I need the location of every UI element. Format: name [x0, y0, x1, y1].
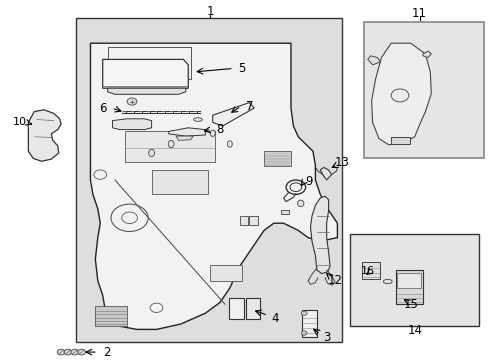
- Circle shape: [57, 349, 65, 355]
- Text: 2: 2: [102, 346, 110, 359]
- Ellipse shape: [148, 149, 154, 157]
- Ellipse shape: [227, 141, 232, 147]
- Bar: [124, 131, 215, 162]
- Bar: [349, 234, 478, 326]
- Polygon shape: [107, 88, 185, 94]
- Bar: [151, 170, 207, 194]
- Bar: [239, 216, 248, 225]
- Polygon shape: [212, 103, 254, 126]
- Text: 8: 8: [216, 123, 224, 136]
- Circle shape: [71, 349, 79, 355]
- Text: 16: 16: [360, 266, 374, 276]
- Text: 5: 5: [238, 62, 245, 75]
- Text: 14: 14: [407, 324, 421, 337]
- Text: 1: 1: [206, 5, 214, 18]
- Polygon shape: [371, 43, 430, 145]
- Bar: [302, 310, 316, 337]
- Polygon shape: [90, 43, 337, 329]
- Polygon shape: [320, 167, 331, 180]
- Bar: [245, 298, 259, 319]
- Circle shape: [64, 349, 72, 355]
- Text: 15: 15: [403, 298, 417, 311]
- Text: 13: 13: [334, 156, 349, 169]
- Polygon shape: [102, 59, 188, 88]
- Text: 4: 4: [271, 312, 279, 325]
- Polygon shape: [112, 119, 151, 130]
- Circle shape: [301, 311, 306, 315]
- Polygon shape: [28, 110, 61, 161]
- Bar: [390, 137, 409, 144]
- Polygon shape: [310, 196, 329, 274]
- Ellipse shape: [383, 279, 391, 284]
- Ellipse shape: [168, 140, 174, 148]
- Circle shape: [127, 98, 137, 105]
- Ellipse shape: [210, 130, 215, 136]
- Circle shape: [301, 331, 306, 335]
- Text: 10: 10: [13, 117, 26, 127]
- Bar: [76, 18, 342, 342]
- Bar: [228, 298, 244, 319]
- Polygon shape: [367, 56, 380, 65]
- Polygon shape: [168, 128, 205, 136]
- Bar: [95, 306, 127, 326]
- Polygon shape: [422, 51, 430, 58]
- Bar: [264, 151, 290, 166]
- Bar: [210, 265, 242, 281]
- Text: 11: 11: [411, 7, 426, 20]
- Text: 3: 3: [322, 331, 330, 344]
- Ellipse shape: [297, 200, 303, 207]
- Bar: [396, 273, 420, 288]
- Ellipse shape: [193, 118, 202, 121]
- Bar: [281, 210, 288, 214]
- Polygon shape: [176, 136, 193, 140]
- Circle shape: [78, 349, 85, 355]
- Bar: [249, 216, 258, 225]
- Bar: [395, 270, 422, 304]
- Bar: [364, 22, 483, 158]
- Text: 6: 6: [99, 102, 106, 114]
- Text: 9: 9: [305, 175, 312, 188]
- Text: 12: 12: [327, 274, 342, 287]
- Text: 7: 7: [245, 100, 253, 113]
- Bar: [361, 262, 380, 279]
